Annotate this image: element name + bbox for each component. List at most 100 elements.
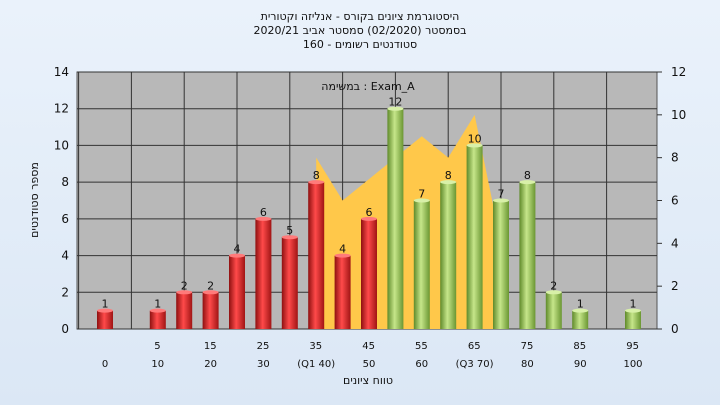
x-tick-label-lower: 50 xyxy=(363,359,376,370)
x-axis-title: טווח ציונים xyxy=(343,374,393,387)
bar-value-label: 1 xyxy=(102,298,109,311)
y-tick-label: 6 xyxy=(61,212,69,226)
chart-title-line-2: בסמסטר (02/2020) סמסטר אביב 2020/21 xyxy=(253,24,467,37)
x-tick-label-lower: (Q1 40) xyxy=(297,359,335,370)
bar-top xyxy=(625,308,641,313)
bar-top xyxy=(334,253,351,258)
y2-tick-label: 0 xyxy=(671,322,679,336)
y-tick-label: 14 xyxy=(54,65,69,79)
bar xyxy=(229,255,245,329)
y-tick-label: 0 xyxy=(61,322,69,336)
bar xyxy=(97,310,113,329)
y2-tick-label: 2 xyxy=(671,279,679,293)
bar xyxy=(202,292,219,329)
y2-tick-label: 4 xyxy=(671,236,679,250)
x-tick-label-upper: 55 xyxy=(415,341,428,352)
y-axis-title: מספר סטודנטים xyxy=(28,162,41,238)
bar-value-label: 2 xyxy=(550,279,557,292)
x-tick-label-lower: 30 xyxy=(257,359,270,370)
bar-value-label: 8 xyxy=(445,169,452,182)
bar xyxy=(176,292,193,329)
x-tick-label-lower: 0 xyxy=(102,359,108,370)
bar xyxy=(413,200,430,329)
bar-top xyxy=(149,308,166,313)
y2-tick-label: 12 xyxy=(671,65,686,79)
x-tick-label-lower: 10 xyxy=(151,359,164,370)
bar xyxy=(466,145,483,329)
bar-value-label: 7 xyxy=(418,188,425,201)
x-tick-label-lower: 60 xyxy=(415,359,428,370)
chart-title-line-3: 160 - סטודנטים רשומים xyxy=(302,38,418,51)
bar-top xyxy=(281,235,298,240)
bar-top xyxy=(255,216,272,221)
bar-value-label: 1 xyxy=(630,298,637,311)
bar-top xyxy=(361,216,377,221)
bar-top xyxy=(176,290,193,295)
chart-title-line-1: היסטוגרמת ציונים בקורס - אנליזה וקטורית xyxy=(260,10,460,23)
bar xyxy=(519,182,536,329)
x-tick-label-upper: 85 xyxy=(573,341,586,352)
x-tick-label-upper: 5 xyxy=(154,341,160,352)
y-tick-label: 8 xyxy=(61,175,69,189)
y-tick-label: 2 xyxy=(61,285,69,299)
bar-top xyxy=(229,253,245,258)
x-tick-label-lower: (Q3 70) xyxy=(456,359,494,370)
bar-top xyxy=(387,106,404,111)
bar-value-label: 4 xyxy=(234,243,241,256)
x-tick-label-lower: 100 xyxy=(623,359,642,370)
x-tick-label-upper: 15 xyxy=(204,341,217,352)
bar xyxy=(387,108,404,329)
bar-top xyxy=(440,180,457,185)
bar-top xyxy=(493,198,509,203)
bar-value-label: 4 xyxy=(339,243,346,256)
bar-value-label: 2 xyxy=(181,279,188,292)
bar-value-label: 2 xyxy=(207,279,214,292)
y-tick-label: 4 xyxy=(61,249,69,263)
bar xyxy=(545,292,562,329)
bar-value-label: 1 xyxy=(577,298,584,311)
y2-tick-label: 8 xyxy=(671,151,679,165)
bar-value-label: 6 xyxy=(366,206,373,219)
bar xyxy=(308,182,325,329)
bar-value-label: 12 xyxy=(388,96,402,109)
x-tick-label-lower: 80 xyxy=(521,359,534,370)
bar xyxy=(361,218,377,329)
x-tick-label-upper: 45 xyxy=(362,341,375,352)
legend-label: במשימה : Exam_A xyxy=(321,80,415,93)
bar-top xyxy=(466,143,483,148)
bar-top xyxy=(572,308,589,313)
x-tick-label-lower: 90 xyxy=(574,359,587,370)
bar xyxy=(281,237,298,329)
x-tick-label-upper: 75 xyxy=(521,341,534,352)
bar-value-label: 6 xyxy=(260,206,267,219)
bar xyxy=(572,310,589,329)
bar xyxy=(493,200,509,329)
bar-value-label: 1 xyxy=(154,298,161,311)
y2-tick-label: 6 xyxy=(671,194,679,208)
bar-top xyxy=(545,290,562,295)
bar-value-label: 8 xyxy=(313,169,320,182)
bar xyxy=(255,218,272,329)
bar xyxy=(334,255,351,329)
bar-top xyxy=(202,290,219,295)
bar-top xyxy=(413,198,430,203)
x-tick-label-upper: 25 xyxy=(257,341,270,352)
y-tick-label: 10 xyxy=(54,138,69,152)
bar-top xyxy=(97,308,113,313)
bar xyxy=(149,310,166,329)
bar-top xyxy=(519,180,536,185)
y-tick-label: 12 xyxy=(54,102,69,116)
chart-titles: היסטוגרמת ציונים בקורס - אנליזה וקטורית … xyxy=(0,10,720,52)
bar-value-label: 10 xyxy=(468,132,482,145)
bar-value-label: 7 xyxy=(498,188,505,201)
y2-tick-label: 10 xyxy=(671,108,686,122)
x-tick-label-upper: 65 xyxy=(468,341,481,352)
bar-series xyxy=(97,106,641,329)
bar xyxy=(625,310,641,329)
x-tick-label-upper: 95 xyxy=(626,341,639,352)
x-tick-label-lower: 20 xyxy=(204,359,217,370)
bar xyxy=(440,182,457,329)
bar-value-label: 8 xyxy=(524,169,531,182)
